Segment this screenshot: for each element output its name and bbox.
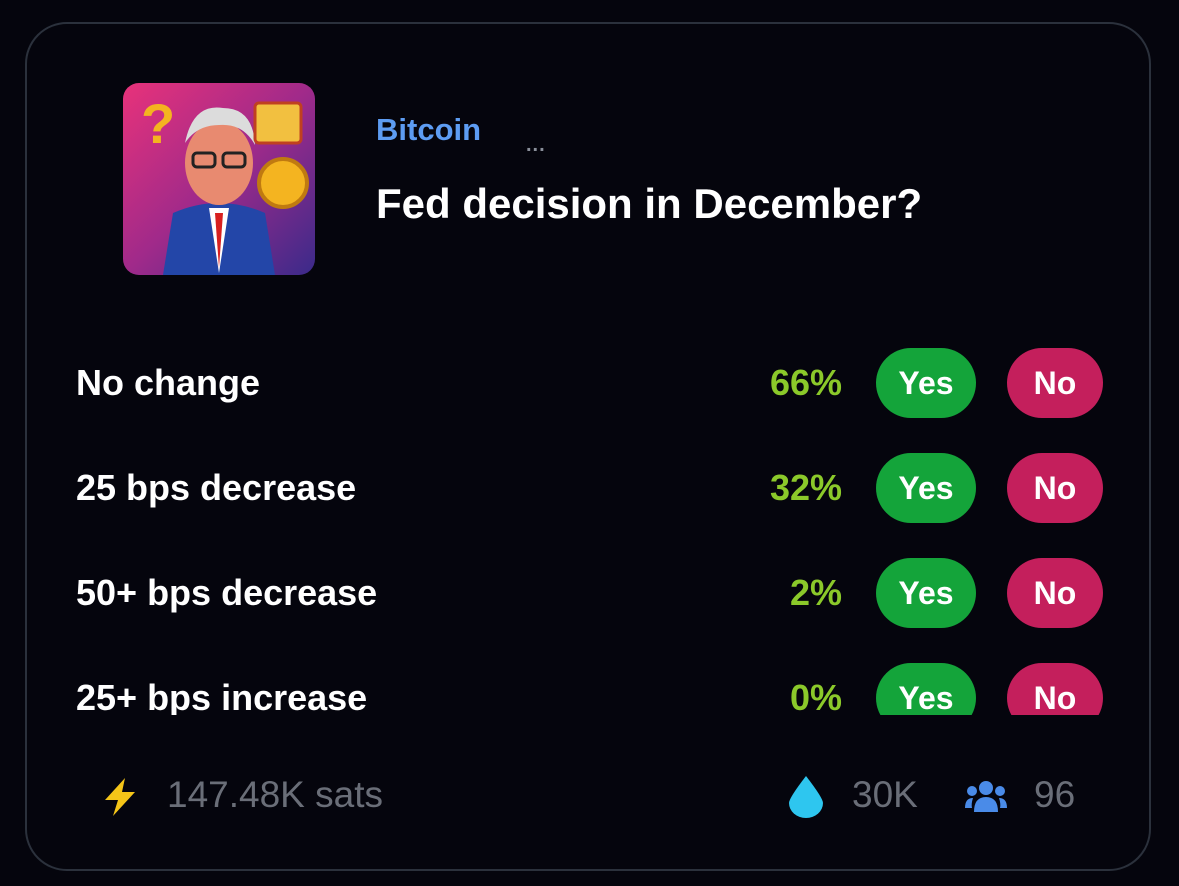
volume: 147.48K sats [167, 774, 383, 815]
no-button[interactable]: No [1007, 558, 1103, 628]
liquidity: 30K [852, 774, 918, 815]
no-button[interactable]: No [1007, 663, 1103, 715]
outcome-list: No change 66% Yes No 25 bps decrease 32% Yes No… [60, 335, 1130, 715]
liquidity-icon [789, 776, 823, 818]
outcome-row: 25+ bps increase 0% Yes No [60, 663, 1130, 715]
yes-button[interactable]: Yes [876, 663, 976, 715]
outcome-row: No change 66% Yes No [60, 348, 1130, 420]
outcome-label: 25 bps decrease [76, 467, 357, 508]
yes-button[interactable]: Yes [876, 348, 976, 418]
market-image[interactable]: ? [123, 83, 315, 275]
traders: 96 [1034, 774, 1076, 815]
lightning-icon [105, 778, 135, 816]
market-title: Fed decision in December? [376, 180, 923, 227]
yes-button[interactable]: Yes [876, 558, 976, 628]
outcome-chance: 0% [789, 677, 842, 715]
outcome-chance: 2% [789, 572, 842, 613]
outcome-label: No change [76, 362, 261, 403]
outcome-row: 25 bps decrease 32% Yes No [60, 453, 1130, 525]
no-button[interactable]: No [1007, 453, 1103, 523]
yes-button[interactable]: Yes [876, 453, 976, 523]
outcome-label: 25+ bps increase [76, 677, 368, 715]
outcome-chance: 66% [769, 362, 842, 403]
market-card [25, 22, 1151, 871]
outcome-label: 50+ bps decrease [76, 572, 378, 613]
more-menu[interactable]: ... [526, 134, 546, 156]
outcome-row: 50+ bps decrease 2% Yes No [60, 558, 1130, 630]
svg-text:?: ? [141, 92, 175, 155]
traders-icon [965, 781, 1007, 812]
no-button[interactable]: No [1007, 348, 1103, 418]
outcome-chance: 32% [769, 467, 842, 508]
category[interactable]: Bitcoin [376, 112, 482, 147]
